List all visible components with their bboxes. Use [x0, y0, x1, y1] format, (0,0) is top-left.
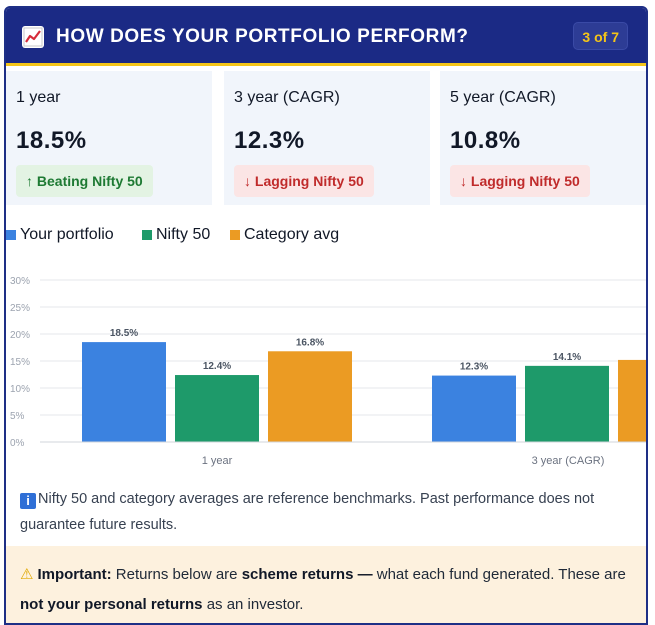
- returns-summary: 1 year 18.5% ↑ Beating Nifty 50 3 year (…: [6, 71, 646, 209]
- notice-bold-2: not your personal returns: [20, 596, 203, 613]
- status-badge: ↓ Lagging Nifty 50: [234, 165, 374, 197]
- stat-value: 12.3%: [234, 127, 305, 154]
- y-tick-label: 20%: [10, 330, 30, 341]
- x-tick-label: 1 year: [202, 455, 233, 467]
- info-icon: i: [20, 493, 36, 509]
- bar-category-avg-partial: [618, 359, 646, 442]
- stat-value: 10.8%: [450, 127, 521, 154]
- data-label: 14.1%: [553, 352, 581, 363]
- legend-label: Category avg: [244, 226, 340, 243]
- stat-card-1-year: 1 year 18.5% ↑ Beating Nifty 50: [6, 71, 212, 205]
- bar: [175, 375, 259, 442]
- data-label: 12.4%: [203, 361, 231, 372]
- status-badge: ↑ Beating Nifty 50: [16, 165, 153, 197]
- bar: [525, 365, 609, 442]
- benchmark-note-text: Nifty 50 and category averages are refer…: [20, 491, 595, 533]
- legend-swatch: [6, 230, 16, 240]
- legend-label: Your portfolio: [20, 226, 114, 243]
- stat-value: 18.5%: [16, 127, 87, 154]
- bar: [432, 375, 516, 442]
- notice-text-1: Returns below are: [111, 566, 242, 583]
- bar: [82, 342, 166, 442]
- legend-swatch: [230, 230, 240, 240]
- notice-bold-1: scheme returns —: [241, 566, 373, 583]
- notice-text-2: what each fund generated. These are: [372, 566, 626, 583]
- important-notice: ⚠ Important: Returns below are scheme ret…: [6, 546, 646, 623]
- warning-icon: ⚠: [20, 566, 34, 583]
- data-label: 12.3%: [460, 362, 488, 373]
- stat-period: 1 year: [16, 89, 61, 106]
- y-tick-label: 25%: [10, 303, 30, 314]
- x-tick-label: 3 year (CAGR): [532, 455, 605, 467]
- y-tick-label: 30%: [10, 276, 30, 287]
- data-label: 16.8%: [296, 337, 324, 348]
- y-tick-label: 15%: [10, 357, 30, 368]
- stat-card-3-year: 3 year (CAGR) 12.3% ↓ Lagging Nifty 50: [224, 71, 430, 205]
- returns-bar-chart: 0% 5% 10% 15% 20% 25% 30% 18.5% 12.4% 16.8% 1 year…: [10, 276, 646, 467]
- legend-swatch: [142, 230, 152, 240]
- data-label: 18.5%: [110, 328, 138, 339]
- bar: [268, 351, 352, 442]
- y-tick-label: 10%: [10, 384, 30, 395]
- y-tick-label: 0%: [10, 438, 25, 449]
- card-title: HOW DOES YOUR PORTFOLIO PERFORM?: [56, 26, 469, 47]
- notice-label: Important:: [37, 566, 112, 583]
- status-badge: ↓ Lagging Nifty 50: [450, 165, 590, 197]
- benchmark-note: i Nifty 50 and category averages are refe…: [20, 486, 620, 538]
- legend-label: Nifty 50: [156, 226, 211, 243]
- card-header: HOW DOES YOUR PORTFOLIO PERFORM? 3 of 7: [6, 8, 646, 66]
- portfolio-performance-card: HOW DOES YOUR PORTFOLIO PERFORM? 3 of 7 …: [4, 6, 648, 625]
- page-indicator: 3 of 7: [573, 22, 628, 50]
- stat-period: 3 year (CAGR): [234, 89, 340, 106]
- stat-period: 5 year (CAGR): [450, 89, 556, 106]
- y-tick-label: 5%: [10, 411, 25, 422]
- chart-trend-icon: [22, 26, 44, 48]
- stat-card-5-year: 5 year (CAGR) 10.8% ↓ Lagging Nifty 50: [440, 71, 646, 205]
- notice-text-3: as an investor.: [202, 596, 304, 613]
